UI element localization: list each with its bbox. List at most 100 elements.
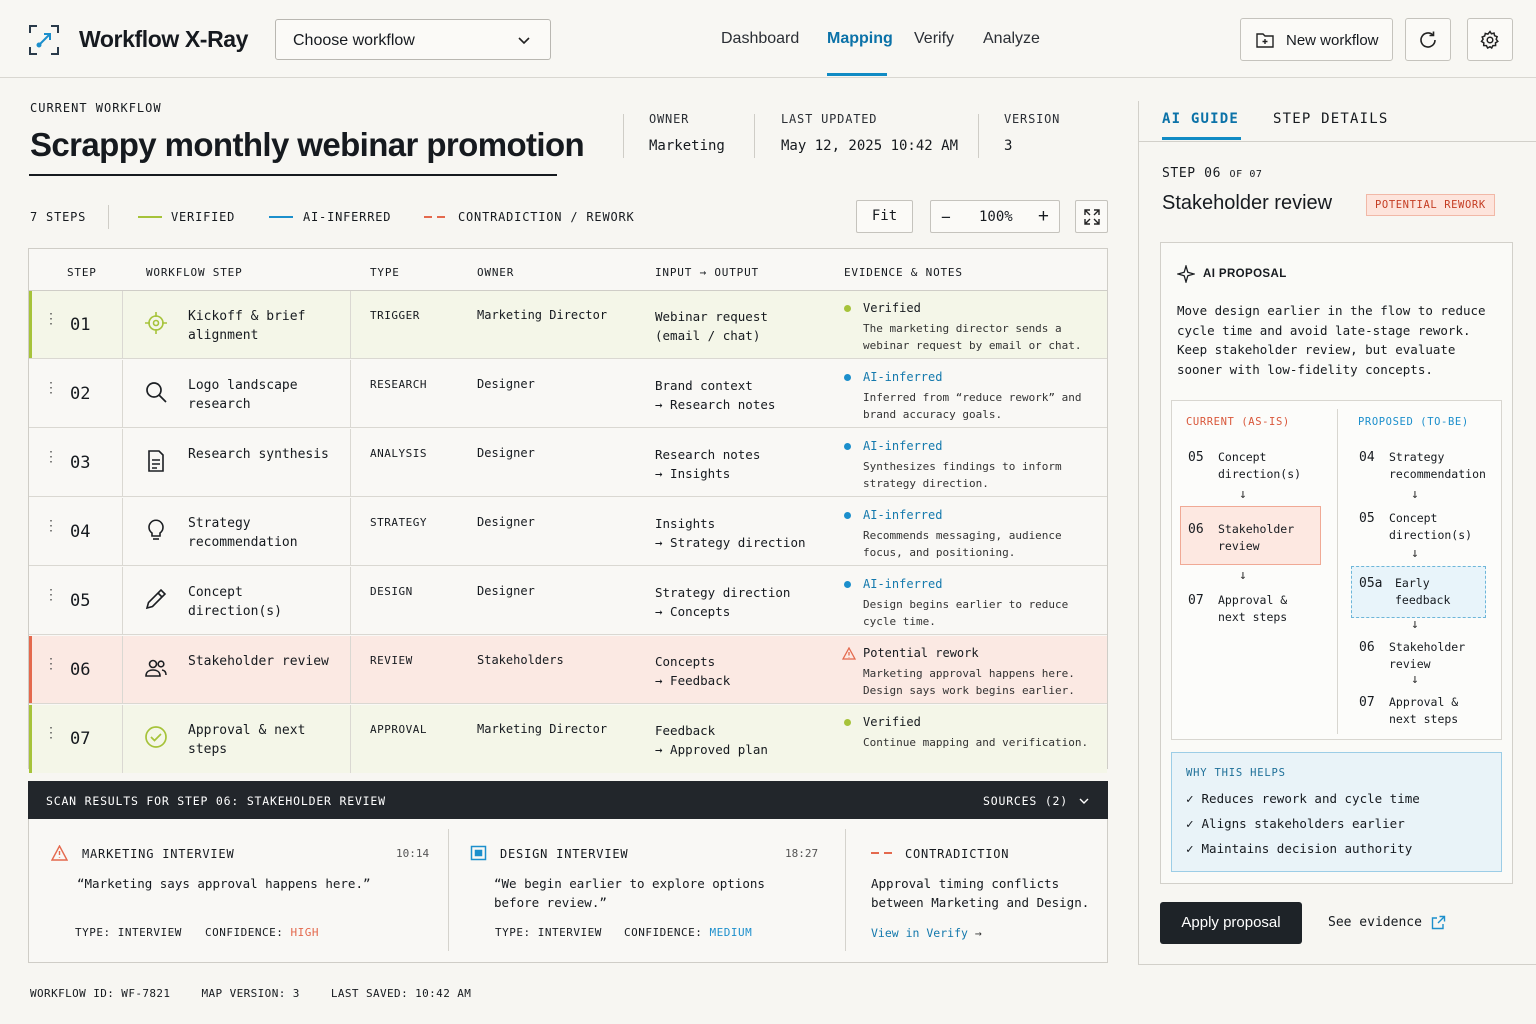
benefit-item: ✓ Aligns stakeholders earlier — [1186, 816, 1405, 831]
zoom-control: − 100% + — [930, 200, 1060, 233]
ai-inferred-dot-icon — [844, 581, 851, 588]
top-bar: Workflow X-Ray Choose workflow Dashboard… — [0, 0, 1536, 78]
view-in-verify-link[interactable]: View in Verify → — [871, 926, 982, 940]
step-owner: Designer — [477, 515, 535, 529]
see-evidence-link[interactable]: See evidence — [1328, 915, 1422, 930]
document-icon — [148, 450, 164, 472]
fit-button[interactable]: Fit — [856, 200, 913, 233]
source-title: MARKETING INTERVIEW — [82, 847, 235, 861]
table-row[interactable]: ⋮ 05 Concept direction(s) DESIGN Designe… — [29, 567, 1107, 635]
io-output: → Approved plan — [655, 742, 768, 757]
evidence-note: Continue mapping and verification. — [863, 736, 1089, 749]
divider — [978, 114, 979, 158]
verified-accent — [29, 291, 32, 358]
drag-handle-icon[interactable]: ⋮ — [44, 655, 58, 671]
step-owner: Designer — [477, 584, 535, 598]
io-output: → Strategy direction — [655, 535, 806, 550]
nav-mapping[interactable]: Mapping — [827, 30, 893, 47]
proposed-step-name: Concept direction(s) — [1389, 510, 1472, 544]
verified-legend-label: VERIFIED — [171, 210, 236, 224]
tab-ai-guide[interactable]: AI GUIDE — [1162, 111, 1240, 127]
table-row[interactable]: ⋮ 01 Kickoff & brief alignment TRIGGER M… — [29, 291, 1107, 359]
drag-handle-icon[interactable]: ⋮ — [44, 379, 58, 395]
confidence-label: CONFIDENCE: — [205, 926, 284, 939]
contradiction-text: Approval timing conflicts between Market… — [871, 876, 1090, 910]
status-badge: POTENTIAL REWORK — [1366, 194, 1495, 216]
zoom-out-button[interactable]: − — [941, 208, 951, 227]
drag-handle-icon[interactable]: ⋮ — [44, 448, 58, 464]
nav-dashboard[interactable]: Dashboard — [721, 30, 800, 47]
step-position: STEP 06 OF 07 — [1162, 166, 1263, 181]
step-name: Kickoff & brief alignment — [188, 309, 306, 343]
ai-proposal-text: Move design earlier in the flow to reduc… — [1177, 303, 1486, 377]
table-row[interactable]: ⋮ 06 Stakeholder review REVIEW Stakehold… — [29, 636, 1107, 704]
rework-accent — [29, 636, 32, 703]
source-type: TYPE: INTERVIEW — [75, 926, 182, 939]
table-row[interactable]: ⋮ 04 Strategy recommendation STRATEGY De… — [29, 498, 1107, 566]
new-workflow-button[interactable]: New workflow — [1240, 18, 1393, 61]
verified-dot-icon — [844, 719, 851, 726]
nav-verify[interactable]: Verify — [914, 30, 955, 47]
source-quote: “We begin earlier to explore options bef… — [494, 876, 765, 910]
io-output: → Insights — [655, 466, 731, 481]
source-card[interactable]: DESIGN INTERVIEW 18:27 “We begin earlier… — [470, 819, 820, 963]
lightbulb-icon — [148, 519, 164, 540]
ai-inferred-dot-icon — [844, 512, 851, 519]
zoom-in-button[interactable]: + — [1037, 206, 1049, 227]
source-confidence: CONFIDENCE: HIGH — [205, 926, 319, 939]
map-version: MAP VERSION: 3 — [201, 987, 300, 1000]
table-row[interactable]: ⋮ 02 Logo landscape research RESEARCH De… — [29, 360, 1107, 428]
settings-button[interactable] — [1467, 18, 1513, 61]
nav-analyze[interactable]: Analyze — [983, 30, 1040, 47]
step-io: Research notes → Insights — [655, 445, 760, 483]
drag-handle-icon[interactable]: ⋮ — [44, 310, 58, 326]
apply-proposal-button[interactable]: Apply proposal — [1160, 902, 1302, 944]
workflow-select[interactable]: Choose workflow — [275, 19, 551, 60]
evidence-status: Verified — [863, 715, 921, 729]
drag-handle-icon[interactable]: ⋮ — [44, 724, 58, 740]
sources-toggle[interactable]: SOURCES (2) — [983, 794, 1068, 808]
io-input: Webinar request — [655, 309, 768, 324]
step-name: Concept direction(s) — [188, 585, 282, 619]
io-input: Research notes — [655, 447, 761, 462]
divider — [845, 829, 846, 951]
sparkle-icon — [1177, 265, 1195, 283]
current-step-number: 05 — [1188, 450, 1204, 465]
name-line-1: Strategy — [1389, 450, 1445, 464]
contradiction-legend-line — [424, 216, 448, 218]
benefit-item: ✓ Maintains decision authority — [1186, 841, 1412, 856]
drag-handle-icon[interactable]: ⋮ — [44, 586, 58, 602]
step-type: REVIEW — [370, 654, 413, 667]
name-line-1: Approval & — [1389, 695, 1459, 709]
status-footer: WORKFLOW ID: WF-7821 MAP VERSION: 3 LAST… — [30, 987, 471, 1000]
source-type: TYPE: INTERVIEW — [495, 926, 602, 939]
fullscreen-button[interactable] — [1075, 200, 1108, 233]
external-link-icon[interactable] — [1431, 915, 1446, 930]
scan-results-header[interactable]: SCAN RESULTS FOR STEP 06: STAKEHOLDER RE… — [28, 781, 1108, 819]
arrow-right-icon: → — [974, 926, 982, 940]
step-number: 01 — [70, 315, 91, 335]
workflow-table: STEP WORKFLOW STEP TYPE OWNER INPUT → OU… — [28, 248, 1108, 773]
step-number: 06 — [1204, 166, 1222, 181]
proposed-step-name: Early feedback — [1395, 575, 1450, 609]
name-line-2: next steps — [1218, 610, 1288, 624]
refresh-button[interactable] — [1405, 18, 1451, 61]
right-panel: AI GUIDE STEP DETAILS STEP 06 OF 07 Stak… — [1138, 101, 1536, 965]
evidence-status: Verified — [863, 301, 921, 315]
nav-active-indicator — [827, 73, 887, 76]
proposed-step-number: 07 — [1359, 695, 1375, 710]
tab-step-details[interactable]: STEP DETAILS — [1273, 111, 1389, 127]
drag-handle-icon[interactable]: ⋮ — [44, 517, 58, 533]
contradiction-card: CONTRADICTION Approval timing conflicts … — [871, 819, 1101, 963]
ai-proposal-label: AI PROPOSAL — [1203, 268, 1287, 280]
check-icon: ✓ — [1186, 816, 1194, 831]
step-count: 7 STEPS — [30, 210, 87, 224]
proposed-highlight — [1351, 566, 1486, 618]
arrow-down-icon: ↓ — [1411, 672, 1419, 687]
table-row[interactable]: ⋮ 07 Approval & next steps APPROVAL Mark… — [29, 705, 1107, 773]
header-divider — [29, 290, 1107, 291]
why-this-helps-label: WHY THIS HELPS — [1186, 767, 1286, 779]
step-type: STRATEGY — [370, 516, 427, 529]
table-row[interactable]: ⋮ 03 Research synthesis ANALYSIS Designe… — [29, 429, 1107, 497]
source-card[interactable]: MARKETING INTERVIEW 10:14 “Marketing say… — [51, 819, 431, 963]
